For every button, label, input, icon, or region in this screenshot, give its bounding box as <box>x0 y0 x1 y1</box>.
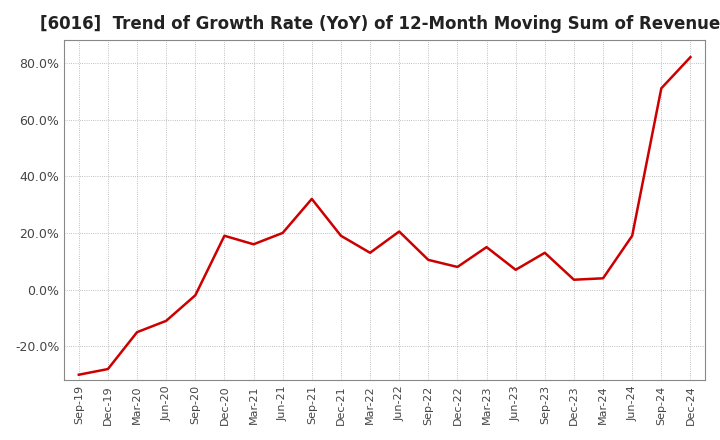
Title: [6016]  Trend of Growth Rate (YoY) of 12-Month Moving Sum of Revenues: [6016] Trend of Growth Rate (YoY) of 12-… <box>40 15 720 33</box>
